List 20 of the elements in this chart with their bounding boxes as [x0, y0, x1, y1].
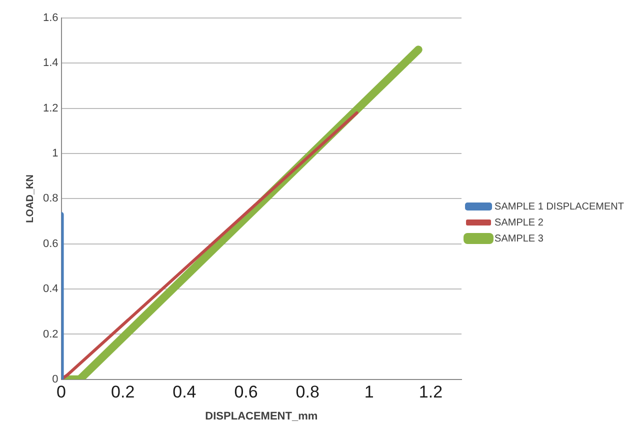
y-tick-label: 0.4 — [42, 283, 58, 296]
y-tick-label: 1 — [52, 148, 58, 160]
legend-label: SAMPLE 3 — [494, 233, 544, 244]
x-tick-label: 0.8 — [296, 382, 320, 402]
y-tick-label: 0.2 — [42, 328, 58, 340]
legend-label: SAMPLE 2 — [494, 217, 544, 228]
x-axis-title: DISPLACEMENT_mm — [205, 410, 318, 422]
legend-label: SAMPLE 1 DISPLACEMENT — [494, 201, 624, 212]
y-axis-title: LOAD_KN — [24, 174, 36, 223]
y-tick-label: 0.6 — [42, 238, 58, 250]
x-tick-label: 0.2 — [111, 382, 135, 402]
y-tick-label: 0.8 — [42, 192, 58, 205]
y-tick-label: 1.4 — [42, 57, 58, 70]
x-tick-label: 1.2 — [418, 382, 443, 402]
x-tick-label: 1 — [364, 382, 374, 402]
y-tick-label: 0 — [52, 373, 58, 386]
x-tick-label: 0.6 — [234, 382, 258, 402]
y-tick-label: 1.2 — [42, 102, 58, 114]
y-tick-label: 1.6 — [42, 12, 58, 24]
x-tick-label: 0.4 — [172, 382, 196, 402]
